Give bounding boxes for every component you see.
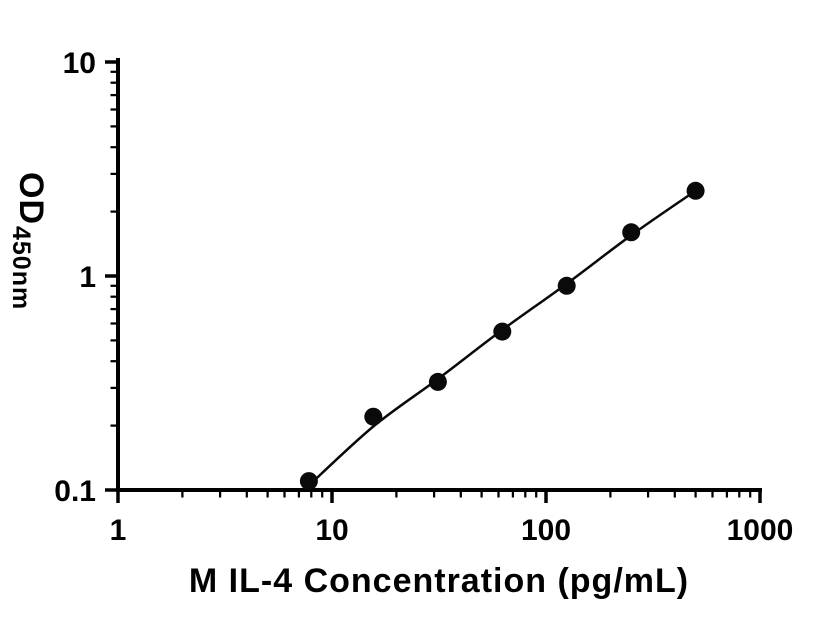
axes	[116, 58, 762, 492]
x-tick-label: 1000	[727, 514, 794, 547]
y-axis-title: OD450nm	[7, 172, 50, 310]
data-point	[299, 472, 318, 491]
data-point	[428, 372, 447, 391]
data-point	[557, 276, 576, 295]
x-tick-label: 100	[521, 514, 571, 547]
x-tick-label: 10	[315, 514, 348, 547]
y-tick-label: 0.1	[54, 475, 96, 508]
x-axis-title: M IL-4 Concentration (pg/mL)	[189, 562, 689, 600]
data-point	[686, 181, 705, 200]
y-tick-label: 1	[79, 261, 96, 294]
data-point	[622, 223, 641, 242]
data-point	[493, 322, 512, 341]
data-point	[364, 407, 383, 426]
y-tick-label: 10	[63, 47, 96, 80]
x-tick-label: 1	[110, 514, 127, 547]
y-axis-title-main: OD	[12, 172, 50, 225]
y-axis-title-sub: 450nm	[7, 226, 35, 310]
